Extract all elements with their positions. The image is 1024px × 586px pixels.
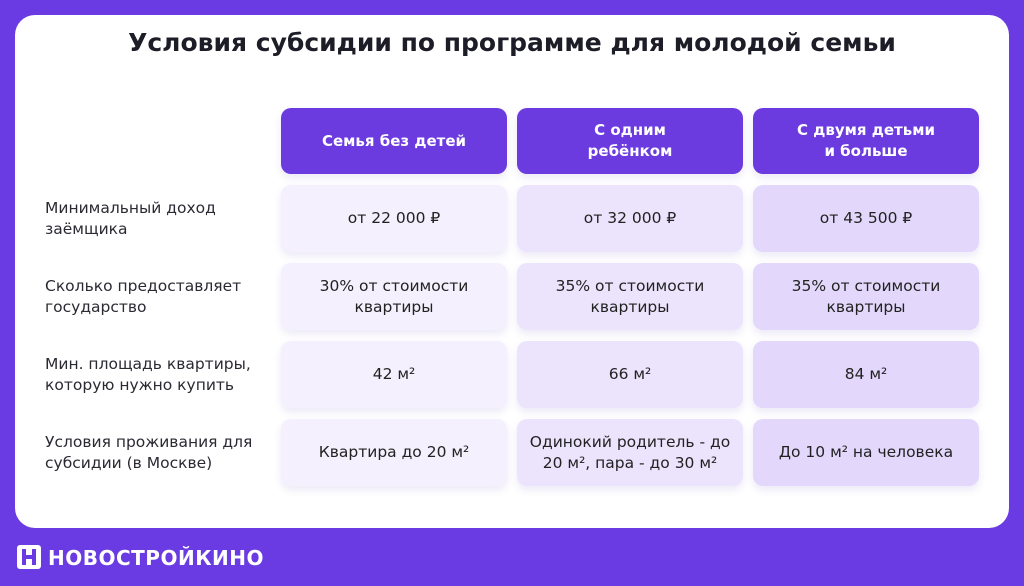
table-cell: 84 м²: [753, 341, 979, 408]
table-cell: Квартира до 20 м²: [281, 419, 507, 486]
table-cell: 35% от стоимости квартиры: [517, 263, 743, 330]
row-label: Минимальный доход заёмщика: [45, 198, 216, 238]
column-header: С двумя детьми и больше: [753, 108, 979, 174]
title: Условия субсидии по программе для молодо…: [128, 28, 896, 57]
table-cell: 30% от стоимости квартиры: [281, 263, 507, 330]
table-cell: 35% от стоимости квартиры: [753, 263, 979, 330]
logo-icon: [17, 545, 41, 569]
table-cell: от 43 500 ₽: [753, 185, 979, 252]
table-cell: Одинокий родитель - до 20 м², пара - до …: [517, 419, 743, 486]
table-cell: от 22 000 ₽: [281, 185, 507, 252]
column-header: Семья без детей: [281, 108, 507, 174]
row-label: Условия проживания для субсидии (в Москв…: [45, 432, 253, 472]
table-cell: от 32 000 ₽: [517, 185, 743, 252]
brand: НОВОСТРОЙКИНО: [48, 546, 265, 570]
row-label: Мин. площадь квартиры, которую нужно куп…: [45, 354, 251, 394]
column-header: С одним ребёнком: [517, 108, 743, 174]
table-cell: 66 м²: [517, 341, 743, 408]
row-label: Сколько предоставляет государство: [45, 276, 242, 316]
table-cell: 42 м²: [281, 341, 507, 408]
table-cell: До 10 м² на человека: [753, 419, 979, 486]
